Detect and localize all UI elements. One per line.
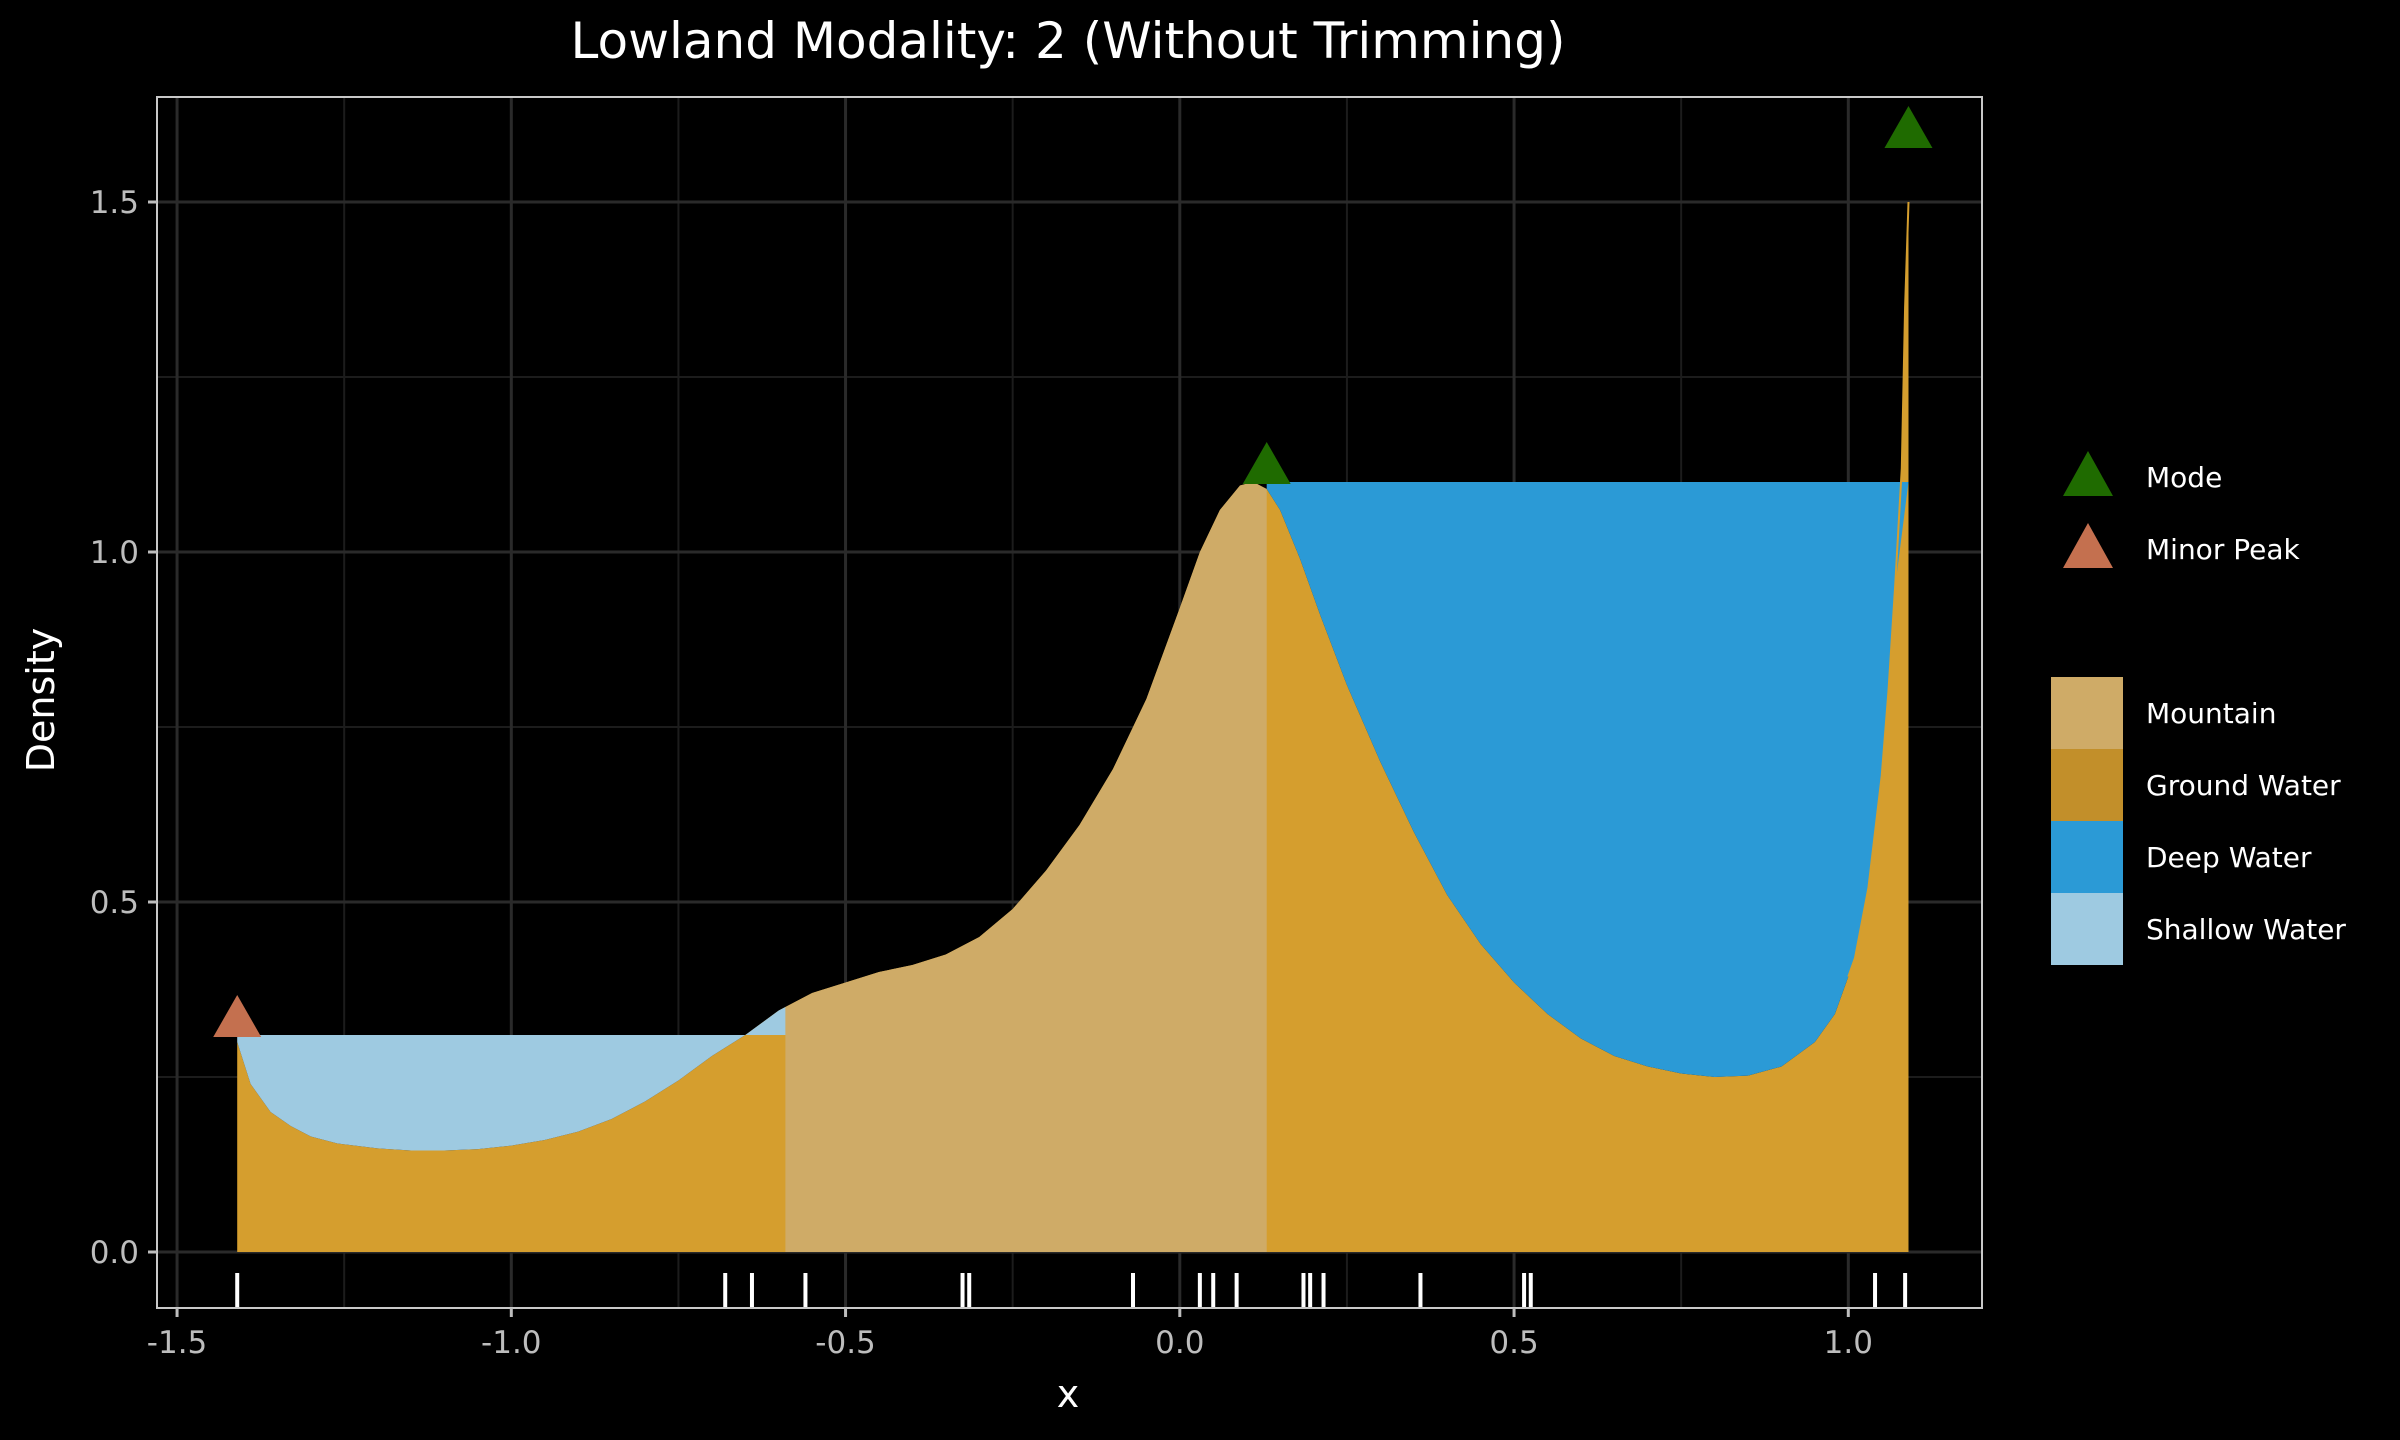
y-axis: 0.0 0.5 1.0 1.5 bbox=[90, 185, 157, 1271]
y-axis-label: Density bbox=[19, 628, 63, 772]
rug-marks bbox=[235, 1273, 1908, 1307]
y-tick-label: 1.5 bbox=[90, 185, 139, 221]
density-spike-edge bbox=[1847, 201, 1910, 978]
plot-areas bbox=[237, 201, 1910, 1252]
minor-peak-marker bbox=[213, 995, 262, 1037]
legend-label: Mode bbox=[2146, 461, 2222, 494]
legend-swatch-ground-water bbox=[2051, 749, 2123, 821]
legend: Mode Minor Peak Mountain Ground Water Deep W… bbox=[2051, 451, 2346, 965]
shallow-water-area bbox=[237, 1007, 786, 1151]
legend-label: Mountain bbox=[2146, 697, 2276, 730]
legend-key-minor-peak bbox=[2063, 523, 2113, 568]
deep-water-area bbox=[1266, 482, 1909, 1077]
x-tick-label: 1.0 bbox=[1824, 1325, 1873, 1361]
y-tick-label: 0.5 bbox=[90, 885, 139, 921]
mode-marker bbox=[1884, 106, 1933, 148]
x-tick-label: 0.0 bbox=[1155, 1325, 1204, 1361]
legend-key-mode bbox=[2063, 451, 2113, 496]
y-tick-label: 0.0 bbox=[90, 1235, 139, 1271]
mountain-area bbox=[785, 482, 1267, 1252]
plot-panel-border bbox=[156, 96, 1983, 1309]
ground-water-area bbox=[237, 202, 1909, 1252]
chart-title: Lowland Modality: 2 (Without Trimming) bbox=[571, 12, 1566, 70]
legend-swatch-mountain bbox=[2051, 677, 2123, 749]
x-axis-label: x bbox=[1057, 1372, 1080, 1416]
mode-marker bbox=[1242, 442, 1291, 484]
x-tick-label: 0.5 bbox=[1489, 1325, 1538, 1361]
legend-label: Minor Peak bbox=[2146, 533, 2300, 566]
x-axis: -1.5 -1.0 -0.5 0.0 0.5 1.0 bbox=[147, 1308, 1873, 1361]
legend-label: Shallow Water bbox=[2146, 913, 2346, 946]
x-tick-label: -0.5 bbox=[815, 1325, 876, 1361]
y-tick-label: 1.0 bbox=[90, 535, 139, 571]
peak-markers bbox=[213, 106, 1933, 1037]
legend-swatch-shallow-water bbox=[2051, 893, 2123, 965]
x-tick-label: -1.5 bbox=[147, 1325, 208, 1361]
legend-label: Deep Water bbox=[2146, 841, 2312, 874]
legend-label: Ground Water bbox=[2146, 769, 2341, 802]
x-tick-label: -1.0 bbox=[481, 1325, 542, 1361]
legend-swatch-deep-water bbox=[2051, 821, 2123, 893]
